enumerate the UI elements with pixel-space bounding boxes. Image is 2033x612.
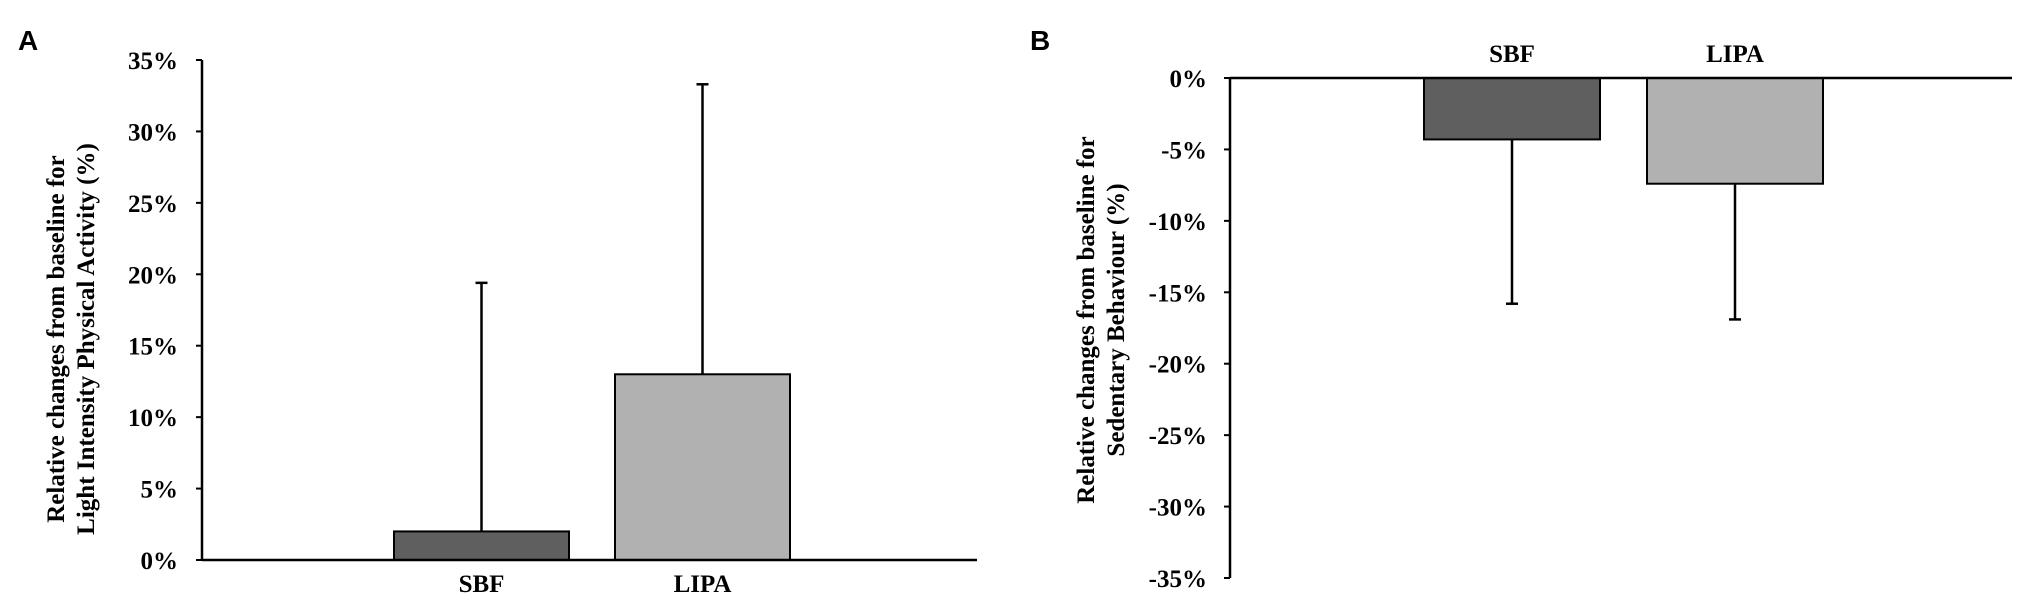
panel-a-y-ticks: 0% 5% 10% 15% 20% 25% 30% 35% <box>128 48 202 575</box>
panel-a-y-tick-label: 20% <box>128 262 178 289</box>
panel-b-y-tick-label: -25% <box>1149 423 1207 450</box>
panel-a-y-axis-label: Relative changes from baseline for Light… <box>43 143 100 535</box>
panel-a-y-tick-label: 25% <box>128 191 178 218</box>
panel-b: B Relative changes from baseline for Sed… <box>1030 25 2012 593</box>
bar-sbf <box>1423 77 1601 141</box>
panel-b-y-axis-label-line-1: Relative changes from baseline for <box>1073 136 1100 504</box>
panel-b-category-labels: SBF LIPA <box>1489 41 1764 68</box>
panel-b-y-tick-label: -35% <box>1149 566 1207 593</box>
panel-b-axes <box>1228 76 2012 578</box>
category-label-lipa: LIPA <box>1706 41 1764 68</box>
panel-a-bars <box>393 373 791 562</box>
panel-b-bars <box>1423 77 1824 185</box>
panel-b-y-tick-label: -20% <box>1149 352 1207 379</box>
panel-a-category-labels: SBF LIPA <box>459 571 732 598</box>
panel-b-y-tick-label: -5% <box>1161 137 1207 164</box>
category-label-lipa: LIPA <box>674 571 732 598</box>
panel-b-y-tick-label: 0% <box>1170 66 1208 93</box>
panel-a-y-tick-label: 30% <box>128 119 178 146</box>
panel-a-y-axis-label-line-2: Light Intensity Physical Activity (%) <box>73 143 100 535</box>
bar-lipa <box>1646 77 1824 185</box>
panel-b-y-axis-label-line-2: Sedentary Behaviour (%) <box>1103 183 1130 456</box>
panel-a-y-tick-label: 10% <box>128 405 178 432</box>
panel-a-y-tick-label: 5% <box>141 477 179 504</box>
panel-a-y-tick-label: 0% <box>141 548 179 575</box>
panel-a-y-axis-label-line-1: Relative changes from baseline for <box>43 155 70 523</box>
panel-b-y-axis-label: Relative changes from baseline for Seden… <box>1073 136 1130 504</box>
category-label-sbf: SBF <box>1489 41 1535 68</box>
panel-b-y-tick-label: -15% <box>1149 280 1207 307</box>
panel-a-axes <box>200 60 977 562</box>
panel-a-label: A <box>18 25 38 56</box>
panel-a-error-bars <box>475 83 709 532</box>
panel-b-y-ticks: 0% -5% -10% -15% -20% -25% -30% -35% <box>1149 66 1230 593</box>
panel-a-y-tick-label: 35% <box>128 48 178 75</box>
panel-b-y-tick-label: -10% <box>1149 209 1207 236</box>
panel-a-y-tick-label: 15% <box>128 334 178 361</box>
panel-b-y-tick-label: -30% <box>1149 495 1207 522</box>
panel-b-label: B <box>1030 25 1050 56</box>
bar-sbf <box>393 530 570 562</box>
panel-a: A Relative changes from baseline for Lig… <box>18 25 977 598</box>
panel-b-error-bars <box>1506 139 1741 321</box>
category-label-sbf: SBF <box>459 571 505 598</box>
bar-lipa <box>614 373 791 561</box>
